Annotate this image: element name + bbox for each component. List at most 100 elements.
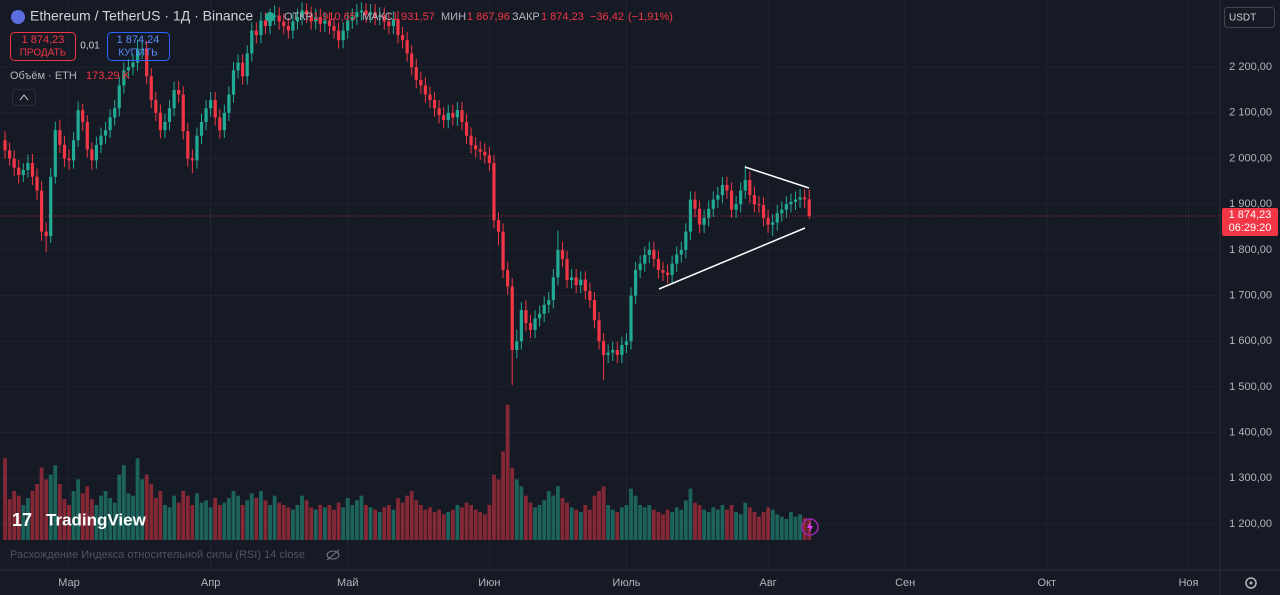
candle-body [35, 176, 39, 191]
volume-bar [752, 512, 757, 540]
candle-body [611, 349, 615, 353]
candle-body [524, 310, 528, 323]
volume-bar [309, 507, 314, 540]
volume-bar [222, 502, 227, 540]
currency-button[interactable] [1224, 7, 1275, 28]
volume-bar [510, 467, 515, 540]
candle-body [122, 70, 126, 86]
change: −36,42 [590, 11, 624, 23]
candle-body [670, 263, 674, 276]
volume-bar [519, 486, 524, 540]
volume-bar [364, 505, 368, 540]
candle-body [597, 320, 601, 342]
change-pct: (−1,91%) [628, 11, 673, 23]
x-tick-label: Авг [759, 577, 776, 589]
currency: USDT [1229, 13, 1256, 24]
volume-bar [725, 509, 729, 540]
candle-body [368, 12, 373, 15]
candle-body [373, 12, 377, 17]
candle-body [400, 35, 405, 41]
candle-body [327, 20, 332, 27]
candle-body [419, 79, 423, 86]
buy-button[interactable] [107, 32, 170, 61]
visibility-icon[interactable] [326, 550, 340, 560]
volume-bar [158, 491, 163, 540]
volume-bar [556, 486, 560, 540]
settings-button[interactable] [1245, 577, 1257, 589]
candle-body [570, 277, 574, 281]
volume-title: Объём · ETH [10, 70, 77, 82]
candle-body [661, 270, 665, 273]
volume-bar [350, 505, 355, 540]
volume-bar [656, 512, 661, 540]
volume-bar [560, 498, 565, 540]
volume-value: 173,29 K [86, 70, 131, 82]
candle-body [39, 190, 44, 232]
volume-bar [318, 505, 323, 540]
candle-body [314, 16, 318, 22]
candle-body [451, 112, 455, 118]
candle-body [437, 108, 441, 116]
x-tick-label: Мар [58, 577, 80, 589]
volume-bar [354, 500, 359, 540]
volume-bar [240, 505, 245, 540]
candle-body [798, 197, 802, 200]
y-tick-label: 1 700,00 [1229, 289, 1272, 301]
candle-body [3, 140, 7, 151]
candle-body [300, 10, 304, 17]
candle-body [81, 110, 85, 122]
volume-bar [163, 505, 167, 540]
candle-body [259, 20, 263, 36]
candle-body [624, 341, 629, 345]
volume-bar [761, 512, 766, 540]
volume-bar [190, 505, 195, 540]
volume-bar [172, 495, 176, 540]
candle-body [656, 259, 661, 270]
candle-body [547, 300, 551, 305]
volume-bar [48, 474, 53, 540]
collapse-button[interactable] [12, 89, 36, 106]
volume-bar [94, 505, 99, 540]
volume-bar [176, 502, 181, 540]
candle-body [254, 30, 258, 36]
volume-bar [377, 512, 382, 540]
candle-body [396, 19, 400, 36]
volume-bar [775, 514, 780, 540]
market-status [265, 12, 275, 22]
volume-bar [140, 479, 145, 540]
candle-body [154, 100, 158, 113]
candle-body [291, 21, 295, 31]
collapse-icon [19, 94, 29, 101]
candle-body [579, 279, 583, 286]
x-tick-label: Май [337, 577, 359, 589]
candle-body [583, 279, 587, 292]
volume-bar [738, 514, 743, 540]
candle-body [592, 300, 597, 321]
volume-bar [336, 502, 341, 540]
candle-body [17, 167, 21, 175]
ohlc-title: МИН [441, 11, 466, 23]
volume-bar [583, 505, 588, 540]
volume-bar [67, 505, 71, 540]
candle-body [117, 85, 121, 109]
volume-bar [784, 519, 789, 540]
volume-bar [670, 512, 675, 540]
volume-bar [446, 512, 451, 540]
volume-bar [16, 495, 21, 540]
volume-bar [647, 505, 652, 540]
symbol-title[interactable]: Ethereum / TetherUS · 1Д · Binance [30, 8, 253, 24]
candle-body [158, 112, 162, 131]
volume-bar [793, 516, 798, 540]
volume-bar [327, 505, 332, 540]
x-tick-label: Апр [201, 577, 220, 589]
lightning-button[interactable] [801, 518, 819, 536]
candle-body [391, 19, 396, 27]
volume-bar [766, 507, 770, 540]
sell-button[interactable] [10, 32, 76, 61]
candle-body [784, 204, 788, 210]
volume-bar [441, 514, 446, 540]
candle-body [432, 100, 437, 109]
candle-body [149, 76, 153, 101]
candle-body [460, 110, 464, 122]
